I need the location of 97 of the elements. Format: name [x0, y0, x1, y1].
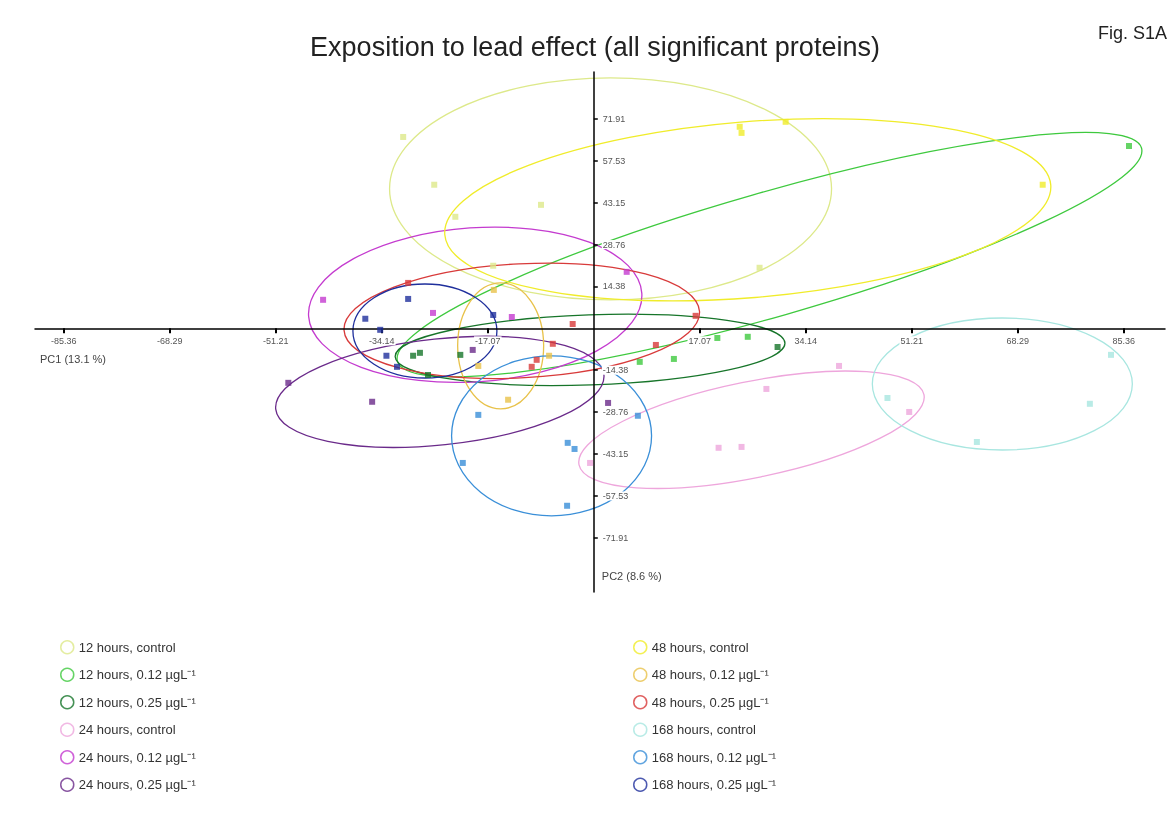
- point: [1086, 400, 1093, 407]
- point: [369, 398, 376, 405]
- x-tick-label: -85.36: [51, 335, 77, 346]
- y-tick-label: -57.53: [602, 490, 629, 501]
- y-tick-label: 57.53: [602, 155, 626, 166]
- x-tick-label: 17.07: [688, 335, 712, 346]
- point: [320, 296, 327, 303]
- x-tick-label: 68.29: [1006, 335, 1030, 346]
- point: [569, 320, 576, 327]
- point: [715, 444, 722, 451]
- point: [670, 355, 677, 362]
- point: [623, 268, 630, 275]
- point: [738, 129, 745, 136]
- y-tick-label: 43.15: [602, 197, 626, 208]
- point: [410, 352, 417, 359]
- legend-label: 168 hours, 0.25 µgL⁻¹: [651, 777, 777, 793]
- x-tick-label: 34.14: [794, 335, 818, 346]
- point: [459, 459, 466, 466]
- chart-title: Exposition to lead effect (all significant proteins): [310, 31, 880, 62]
- point: [744, 333, 751, 340]
- legend-label: 48 hours, 0.12 µgL⁻¹: [651, 667, 770, 683]
- point: [405, 295, 412, 302]
- point: [634, 412, 641, 419]
- point: [475, 362, 482, 369]
- legend-label: 24 hours, control: [78, 722, 176, 738]
- point: [405, 279, 412, 286]
- point: [605, 399, 612, 406]
- point: [756, 264, 763, 271]
- point: [425, 371, 432, 378]
- point: [285, 379, 292, 386]
- x-tick-label: -17.07: [475, 335, 501, 346]
- point: [400, 133, 407, 140]
- y-tick-label: -28.76: [602, 407, 629, 418]
- caption: Fig. S1A: [1097, 23, 1167, 43]
- y-tick-label: -71.91: [602, 532, 629, 543]
- point: [782, 118, 789, 125]
- point: [528, 363, 535, 370]
- y-tick-label: -43.15: [602, 449, 629, 460]
- x-tick-label: -51.21: [263, 335, 289, 346]
- x-tick-label: 85.36: [1112, 335, 1136, 346]
- x-tick-label: -34.14: [369, 335, 395, 346]
- point: [475, 411, 482, 418]
- point: [636, 358, 643, 365]
- point: [1107, 351, 1114, 358]
- point: [508, 314, 515, 320]
- point: [564, 439, 571, 446]
- legend-label: 12 hours, 0.25 µgL⁻¹: [78, 694, 197, 710]
- point: [571, 445, 578, 452]
- point: [736, 123, 743, 130]
- legend-label: 168 hours, 0.12 µgL⁻¹: [651, 749, 777, 765]
- point: [738, 443, 745, 450]
- x-tick-label: 51.21: [900, 335, 924, 346]
- legend-label: 12 hours, 0.12 µgL⁻¹: [78, 667, 197, 683]
- point: [416, 349, 423, 356]
- point: [429, 309, 436, 316]
- y-tick-label: 14.38: [602, 281, 626, 292]
- point: [383, 352, 390, 359]
- point: [549, 340, 556, 347]
- point: [836, 362, 843, 369]
- point: [393, 363, 400, 370]
- point: [587, 459, 594, 466]
- point: [362, 315, 369, 322]
- legend-label: 24 hours, 0.25 µgL⁻¹: [78, 777, 197, 793]
- point: [763, 385, 770, 392]
- point: [1039, 181, 1046, 188]
- point: [652, 341, 659, 348]
- point: [906, 408, 913, 415]
- y-tick-label: 71.91: [602, 113, 626, 124]
- x-tick-label: -68.29: [157, 335, 183, 346]
- point: [973, 438, 980, 445]
- point: [884, 394, 891, 401]
- point: [564, 502, 571, 509]
- point: [490, 286, 497, 293]
- point: [692, 312, 699, 319]
- point: [431, 181, 438, 188]
- legend-label: 48 hours, control: [651, 639, 749, 655]
- point: [538, 201, 545, 208]
- legend-label: 24 hours, 0.12 µgL⁻¹: [78, 749, 197, 765]
- legend-label: 12 hours, control: [78, 639, 176, 655]
- point: [490, 311, 497, 318]
- point: [774, 344, 781, 350]
- point: [490, 262, 497, 269]
- legend-label: 48 hours, 0.25 µgL⁻¹: [651, 694, 770, 710]
- y-tick-label: -14.38: [602, 365, 629, 376]
- point: [377, 326, 384, 333]
- point: [546, 352, 553, 359]
- y-tick-label: 28.76: [602, 239, 626, 250]
- point: [457, 351, 464, 358]
- point: [505, 396, 512, 403]
- y-axis-title: PC2 (8.6 %): [601, 569, 662, 582]
- point: [533, 356, 540, 363]
- point: [714, 334, 721, 341]
- x-axis-title: PC1 (13.1 %): [40, 352, 107, 365]
- point: [469, 346, 476, 353]
- point: [1125, 142, 1132, 149]
- point: [452, 213, 459, 220]
- legend-label: 168 hours, control: [651, 722, 756, 738]
